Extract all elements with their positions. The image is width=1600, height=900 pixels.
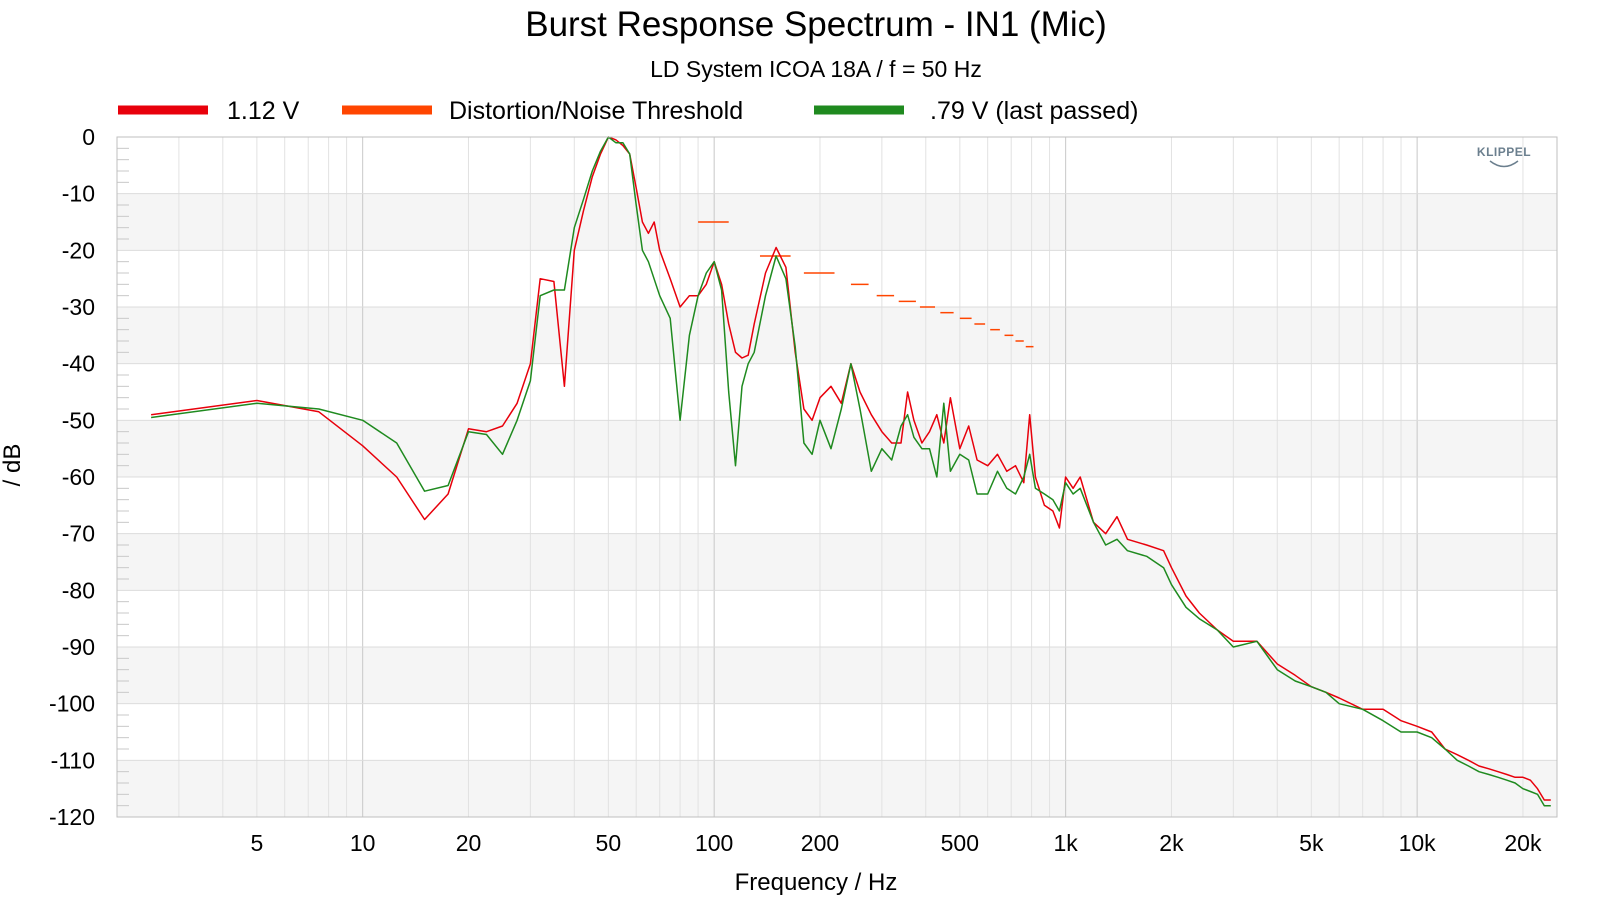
plot-border — [116, 136, 1558, 818]
x-tick-label: 500 — [941, 830, 979, 856]
legend: 1.12 V Distortion/Noise Threshold .79 V (l… — [118, 97, 1138, 125]
chart-title: Burst Response Spectrum - IN1 (Mic) — [525, 5, 1107, 44]
y-tick-label: -20 — [62, 237, 95, 263]
x-axis-ticks: 5 10 20 50 100 200 500 1k 2k 5k 10k 20k — [250, 830, 1542, 856]
band — [117, 760, 1557, 817]
y-axis-label: / dB — [0, 444, 26, 487]
alternating-bands — [117, 193, 1557, 817]
x-tick-label: 50 — [596, 830, 622, 856]
y-tick-label: -60 — [62, 464, 95, 490]
plot-area — [116, 136, 1558, 818]
y-tick-label: -70 — [62, 521, 95, 547]
x-tick-label: 200 — [801, 830, 839, 856]
x-tick-label: 20 — [456, 830, 482, 856]
x-tick-label: 10k — [1399, 830, 1437, 856]
x-axis-label: Frequency / Hz — [735, 869, 898, 896]
y-tick-label: -40 — [62, 351, 95, 377]
x-tick-label: 5k — [1299, 830, 1324, 856]
band — [117, 420, 1557, 477]
band — [117, 533, 1557, 591]
y-minor-ticks — [117, 147, 129, 807]
band — [117, 193, 1557, 251]
y-axis-ticks: 0 -10 -20 -30 -40 -50 -60 -70 -80 -90 -100 -110 -120 — [49, 124, 95, 830]
legend-label-1: .79 V (last passed) — [930, 97, 1138, 125]
y-tick-label: -50 — [62, 407, 95, 433]
legend-label-2: Distortion/Noise Threshold — [449, 97, 743, 125]
chart-subtitle: LD System ICOA 18A / f = 50 Hz — [650, 56, 982, 82]
series-line-1 — [151, 136, 1551, 807]
y-tick-label: 0 — [82, 124, 95, 150]
data-series — [151, 136, 1551, 807]
legend-label-0: 1.12 V — [227, 97, 300, 125]
y-tick-label: -90 — [62, 634, 95, 660]
x-tick-label: 20k — [1504, 830, 1542, 856]
svg-text:KLIPPEL: KLIPPEL — [1477, 145, 1531, 159]
x-tick-label: 2k — [1159, 830, 1184, 856]
band — [117, 647, 1557, 704]
band — [117, 307, 1557, 364]
y-tick-label: -110 — [51, 747, 95, 773]
y-tick-label: -120 — [49, 804, 95, 830]
x-tick-label: 5 — [250, 830, 263, 856]
threshold-segments — [698, 221, 1034, 348]
x-tick-label: 100 — [695, 830, 733, 856]
x-tick-label: 1k — [1053, 830, 1078, 856]
x-tick-label: 10 — [350, 830, 376, 856]
y-tick-label: -10 — [62, 181, 95, 207]
y-tick-label: -100 — [49, 691, 95, 717]
klippel-logo: KLIPPEL — [1477, 145, 1531, 168]
y-tick-label: -30 — [62, 294, 95, 320]
y-tick-label: -80 — [62, 577, 95, 603]
